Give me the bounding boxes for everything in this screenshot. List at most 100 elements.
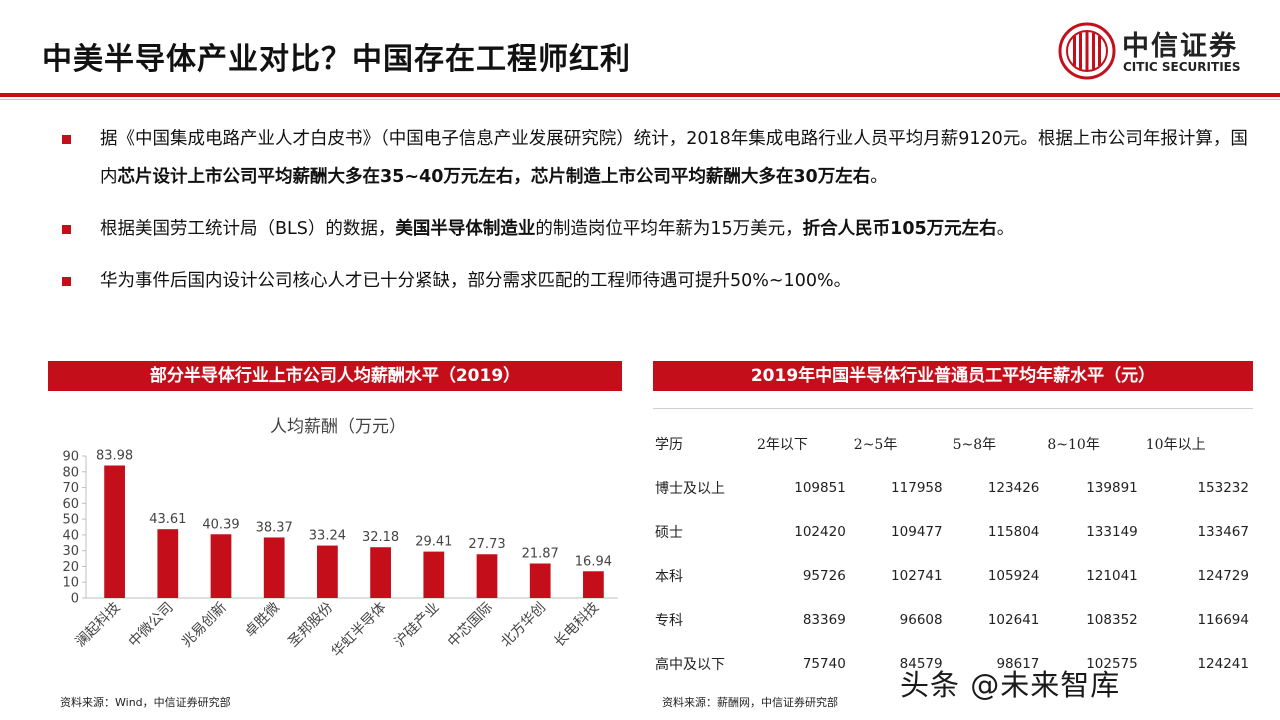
table-cell: 124729 (1197, 568, 1249, 584)
table-header-cell: 2年以下 (757, 437, 808, 453)
logo-text-en: CITIC SECURITIES (1123, 60, 1241, 74)
x-tick-label: 华虹半导体 (329, 600, 390, 661)
left-source-note: 资料来源：Wind，中信证券研究部 (60, 696, 231, 709)
table-header-cell: 2~5年 (853, 437, 898, 453)
table-cell: 139891 (1086, 480, 1138, 496)
salary-bar-chart: 人均薪酬（万元） 0 10 20 30 40 50 60 70 80 90 83.98 澜起科技 43.… (48, 400, 628, 690)
citic-logo: 中信证券 CITIC SECURITIES (1058, 22, 1258, 82)
bar (583, 571, 604, 598)
x-tick-label: 中芯国际 (445, 600, 496, 651)
table-cell: 102420 (794, 524, 846, 540)
y-tick-label: 80 (62, 465, 79, 480)
chart-title: 人均薪酬（万元） (270, 417, 406, 437)
logo-text-cn: 中信证券 (1122, 31, 1238, 62)
bar (263, 537, 285, 598)
table-header-cell: 10年以上 (1145, 437, 1206, 453)
bullet-text: 根据美国劳工统计局（BLS）的数据， (100, 219, 396, 239)
table-cell: 102641 (987, 612, 1040, 628)
x-tick-label: 兆易创新 (179, 600, 230, 651)
table-cell: 95726 (802, 568, 846, 584)
right-panel-banner: 2019年中国半导体行业普通员工平均年薪水平（元） (653, 361, 1253, 391)
bullet-text: 华为事件后国内设计公司核心人才已十分紧缺，部分需求匹配的工程师待遇可提升50%~… (100, 271, 852, 291)
x-tick-label: 北方华创 (498, 600, 549, 651)
bullet-list: 据《中国集成电路产业人才白皮书》（中国电子信息产业发展研究院）统计，2018年集… (62, 120, 1252, 314)
bullet-text: 的制造岗位平均年薪为15万美元， (535, 219, 803, 239)
table-cell: 109477 (891, 524, 943, 540)
table-cell: 124241 (1197, 656, 1249, 672)
bullet-item: 据《中国集成电路产业人才白皮书》（中国电子信息产业发展研究院）统计，2018年集… (62, 120, 1252, 196)
bar (210, 534, 232, 598)
bullet-text: 。 (996, 219, 1015, 239)
table-row: 本科 95726 102741 105924 121041 124729 (653, 554, 1253, 598)
y-tick-label: 90 (62, 450, 79, 465)
bullet-marker-icon (62, 225, 71, 234)
bar-value-label: 33.24 (309, 529, 346, 544)
table-cell: 102741 (891, 568, 943, 584)
bar-value-label: 27.73 (468, 537, 505, 552)
table-cell: 133467 (1197, 524, 1249, 540)
header-divider (0, 93, 1280, 97)
bar (476, 554, 498, 598)
table-cell: 133149 (1086, 524, 1138, 540)
table-cell: 121041 (1086, 568, 1138, 584)
table-header-cell: 8~10年 (1047, 437, 1100, 453)
table-cell: 117958 (891, 480, 943, 496)
y-tick-label: 40 (62, 528, 79, 543)
right-source-note: 资料来源：薪酬网，中信证券研究部 (662, 696, 838, 709)
table-cell: 75740 (802, 656, 846, 672)
x-tick-label: 澜起科技 (73, 600, 124, 651)
bar (423, 551, 445, 598)
bullet-marker-icon (62, 277, 71, 286)
bar-value-label: 40.39 (202, 517, 239, 532)
table-cell: 153232 (1197, 480, 1249, 496)
bullet-text-bold: 美国半导体制造业 (395, 219, 536, 239)
header-divider-thin (0, 99, 1280, 100)
table-cell: 115804 (987, 524, 1040, 540)
bullet-text: 据《中国集成电路产业人才白皮书》（中国电子信息产业发展研究院）统计，2018年集… (100, 129, 1248, 187)
left-panel-banner: 部分半导体行业上市公司人均薪酬水平（2019） (48, 361, 622, 391)
table-row: 博士及以上 109851 117958 123426 139891 153232 (653, 466, 1253, 510)
table-row-label: 高中及以下 (655, 657, 725, 673)
bullet-item: 华为事件后国内设计公司核心人才已十分紧缺，部分需求匹配的工程师待遇可提升50%~… (62, 262, 1252, 300)
table-cell: 98617 (996, 656, 1040, 672)
bullet-item: 根据美国劳工统计局（BLS）的数据，美国半导体制造业的制造岗位平均年薪为15万美… (62, 210, 1252, 248)
table-row: 硕士 102420 109477 115804 133149 133467 (653, 510, 1253, 554)
bullet-text: 。 (870, 167, 888, 187)
bar (317, 545, 338, 598)
bar-value-label: 43.61 (149, 512, 186, 527)
bullet-text-bold: 芯片设计上市公司平均薪酬大多在35~40万元左右，芯片制造上市公司平均薪酬大多在… (117, 167, 871, 187)
y-tick-label: 60 (62, 497, 79, 512)
bullet-text-bold: 折合人民币105万元左右 (802, 219, 997, 239)
table-row: 高中及以下 75740 84579 98617 102575 124241 (653, 642, 1253, 686)
bar-value-label: 38.37 (256, 520, 293, 535)
table-cell: 102575 (1086, 656, 1138, 672)
table-cell: 96608 (899, 612, 943, 628)
x-tick-label: 卓胜微 (242, 600, 283, 641)
x-tick-label: 中微公司 (126, 600, 177, 651)
x-tick-label: 沪硅产业 (392, 600, 443, 651)
table-top-rule (653, 408, 1253, 409)
bar (529, 563, 551, 598)
table-header-cell: 学历 (655, 437, 683, 453)
table-header-row: 学历 2年以下 2~5年 5~8年 8~10年 10年以上 (653, 422, 1253, 466)
page-title: 中美半导体产业对比？中国存在工程师红利 (42, 42, 631, 77)
y-tick-label: 50 (62, 513, 79, 528)
table-row-label: 硕士 (655, 525, 683, 541)
y-tick-label: 20 (62, 560, 79, 575)
bar-value-label: 21.87 (522, 546, 559, 561)
table-cell: 123426 (987, 480, 1040, 496)
bar (104, 465, 125, 598)
bar (157, 529, 179, 598)
table-cell: 105924 (987, 568, 1040, 584)
bar (370, 547, 391, 598)
table-row-label: 专科 (655, 613, 683, 629)
table-row-label: 博士及以上 (655, 481, 725, 497)
bar-value-label: 16.94 (575, 554, 612, 569)
watermark: 头条 @未来智库 (900, 668, 1121, 702)
table-row-label: 本科 (655, 569, 683, 585)
y-tick-label: 0 (71, 592, 79, 607)
y-tick-label: 70 (62, 481, 79, 496)
salary-table: 学历 2年以下 2~5年 5~8年 8~10年 10年以上 博士及以上 1098… (653, 422, 1253, 686)
bar-value-label: 83.98 (96, 448, 133, 463)
